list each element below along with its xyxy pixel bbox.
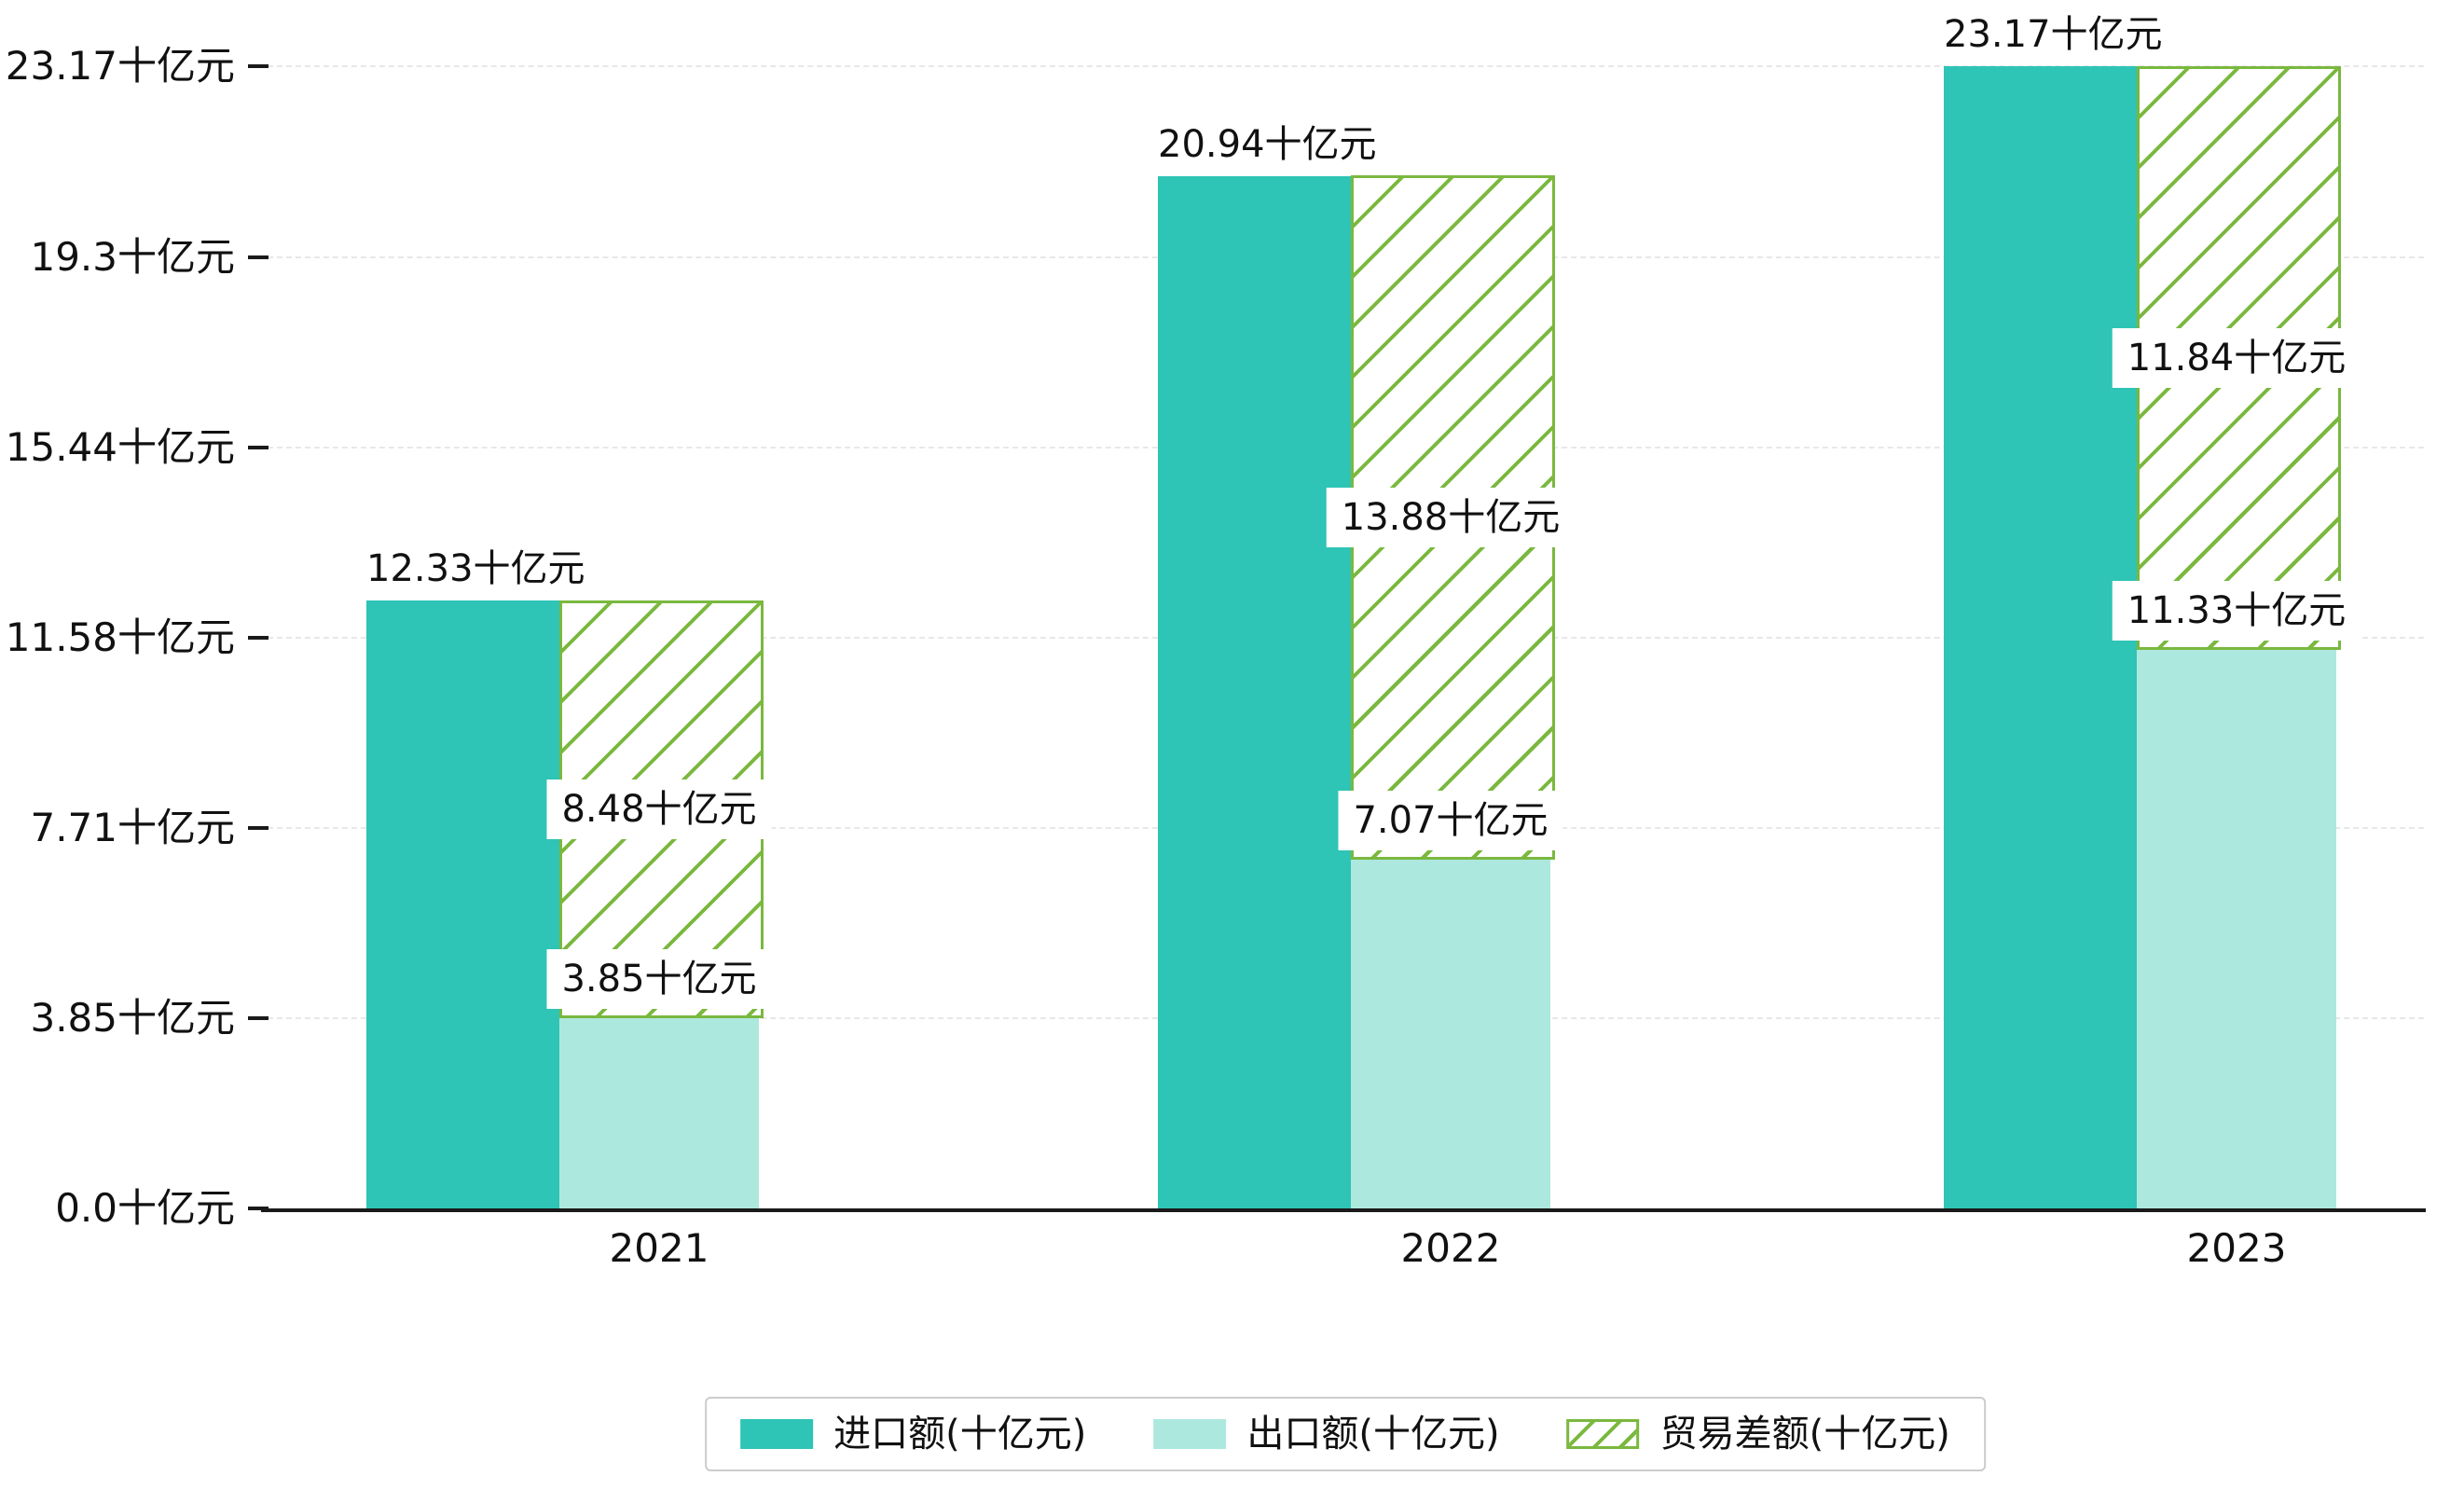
- y-axis-tick-label: 15.44十亿元: [5, 423, 235, 470]
- export-value-label-2023: 11.33十亿元: [2112, 580, 2361, 641]
- bar-export-2022: [1351, 860, 1550, 1208]
- y-axis-tick-label: 3.85十亿元: [30, 995, 235, 1042]
- legend-item-export: 出口额(十亿元): [1153, 1412, 1500, 1456]
- gridline: [268, 65, 2424, 67]
- x-axis-label-2022: 2022: [1400, 1225, 1501, 1271]
- y-axis-tick: [248, 635, 268, 640]
- import-swatch-icon: [740, 1419, 814, 1449]
- y-axis-tick-label: 11.58十亿元: [5, 614, 235, 660]
- x-axis-label-2021: 2021: [609, 1225, 709, 1271]
- export-value-label-2021: 3.85十亿元: [546, 949, 772, 1010]
- legend-label-import: 进口额(十亿元): [833, 1413, 1087, 1456]
- legend-item-import: 进口额(十亿元): [740, 1412, 1086, 1456]
- balance-value-label-2023: 11.84十亿元: [2112, 327, 2361, 388]
- export-value-label-2022: 7.07十亿元: [1338, 791, 1563, 851]
- balance-value-label-2022: 13.88十亿元: [1326, 488, 1576, 548]
- legend-label-balance: 贸易差额(十亿元): [1659, 1413, 1950, 1456]
- y-axis-tick: [248, 255, 268, 259]
- y-axis-tick: [248, 64, 268, 68]
- import-value-label-2023: 23.17十亿元: [1944, 13, 2163, 56]
- y-axis-tick-label: 23.17十亿元: [5, 43, 235, 89]
- legend-label-export: 出口额(十亿元): [1246, 1413, 1500, 1456]
- y-axis-tick: [248, 445, 268, 449]
- import-value-label-2021: 12.33十亿元: [366, 547, 585, 591]
- x-axis-line: [261, 1208, 2426, 1212]
- y-axis-tick-label: 7.71十亿元: [30, 805, 235, 851]
- y-axis-tick: [248, 1207, 268, 1210]
- balance-hatch-swatch-icon: [1566, 1419, 1640, 1449]
- bar-export-2023: [2137, 649, 2336, 1208]
- y-axis-tick-label: 19.3十亿元: [30, 233, 235, 280]
- export-swatch-icon: [1153, 1419, 1227, 1449]
- x-axis-label-2023: 2023: [2186, 1225, 2287, 1271]
- legend: 进口额(十亿元) 出口额(十亿元) 贸易差额(十亿元): [705, 1397, 1986, 1471]
- balance-value-label-2021: 8.48十亿元: [546, 779, 772, 840]
- y-axis-tick: [248, 1016, 268, 1021]
- y-axis-tick-label: 0.0十亿元: [55, 1185, 235, 1231]
- y-axis-tick: [248, 826, 268, 831]
- import-value-label-2022: 20.94十亿元: [1158, 122, 1377, 166]
- bar-export-2021: [559, 1018, 759, 1208]
- legend-item-balance: 贸易差额(十亿元): [1566, 1412, 1950, 1456]
